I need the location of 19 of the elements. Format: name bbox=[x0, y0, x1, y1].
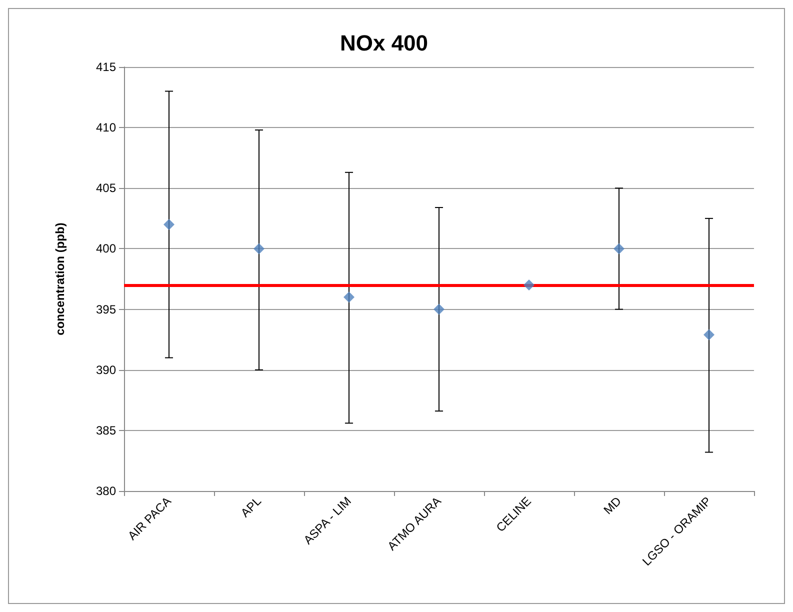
chart-title: NOx 400 bbox=[340, 30, 428, 56]
y-tick-label: 385 bbox=[96, 423, 116, 438]
point bbox=[704, 329, 714, 340]
y-tick-label: 400 bbox=[96, 242, 116, 256]
y-tick-label: 415 bbox=[96, 60, 116, 74]
point bbox=[524, 280, 534, 291]
point bbox=[344, 292, 354, 303]
y-tick-label: 410 bbox=[96, 120, 116, 135]
y-tick-label: 380 bbox=[96, 484, 116, 498]
x-tick-label: MD bbox=[600, 494, 624, 518]
y-tick-label: 395 bbox=[96, 302, 116, 316]
point bbox=[434, 304, 444, 315]
point bbox=[164, 218, 174, 230]
point bbox=[614, 243, 624, 254]
y-tick-label: 390 bbox=[96, 362, 116, 377]
x-tick-label: APL bbox=[238, 494, 264, 520]
y-axis-title: concentration (ppb) bbox=[53, 222, 67, 336]
y-tick-label: 405 bbox=[96, 181, 116, 196]
point bbox=[254, 243, 264, 254]
